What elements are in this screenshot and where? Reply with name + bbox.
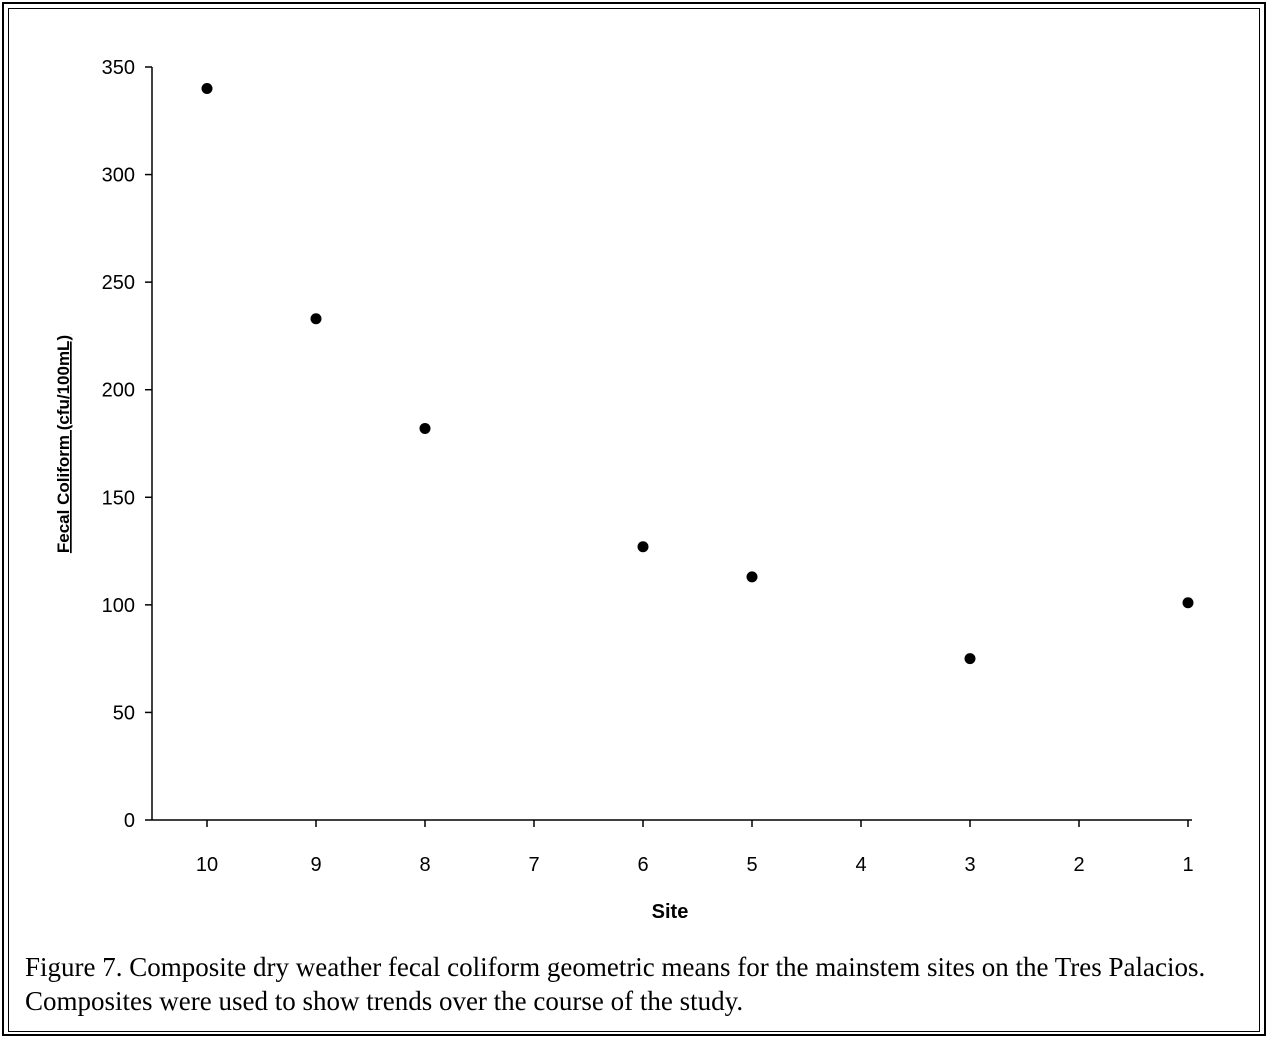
data-point (637, 541, 649, 553)
x-tick-label: 9 (310, 854, 321, 876)
data-point (310, 313, 322, 325)
x-tick-label: 4 (855, 854, 866, 876)
x-tick-label: 7 (528, 854, 539, 876)
y-tick-label: 200 (102, 380, 135, 402)
y-axis-title: Fecal Coliform (cfu/100mL) (54, 335, 73, 553)
y-tick-label: 300 (102, 165, 135, 187)
x-tick-label: 5 (746, 854, 757, 876)
y-tick-label: 250 (102, 272, 135, 294)
x-tick-label: 3 (964, 854, 975, 876)
x-tick-label: 1 (1182, 854, 1193, 876)
figure-frame-inner (8, 8, 1260, 1032)
y-tick-label: 100 (102, 595, 135, 617)
x-axis-title: Site (652, 901, 689, 923)
x-tick-label: 6 (637, 854, 648, 876)
chart-points (201, 83, 1194, 665)
data-point (746, 571, 758, 583)
data-point (964, 653, 976, 665)
chart-axes (151, 67, 1192, 821)
data-point (419, 422, 431, 434)
x-tick-label: 2 (1073, 854, 1084, 876)
chart-ticks: 0 50 100 150 200 250 300 350 10 9 8 7 6 5 4 3 2 1 (102, 57, 1194, 876)
y-tick-label: 50 (113, 702, 135, 724)
y-tick-label: 0 (124, 810, 135, 832)
data-point (1182, 597, 1194, 609)
scatter-chart: 0 50 100 150 200 250 300 350 10 9 8 7 6 5 4 3 2 1 Site Fe… (54, 57, 1194, 923)
data-point (201, 83, 213, 95)
y-tick-label: 150 (102, 487, 135, 509)
x-tick-label: 8 (419, 854, 430, 876)
x-tick-label: 10 (196, 854, 218, 876)
y-tick-label: 350 (102, 57, 135, 79)
figure-caption: Figure 7. Composite dry weather fecal co… (25, 952, 1206, 1016)
